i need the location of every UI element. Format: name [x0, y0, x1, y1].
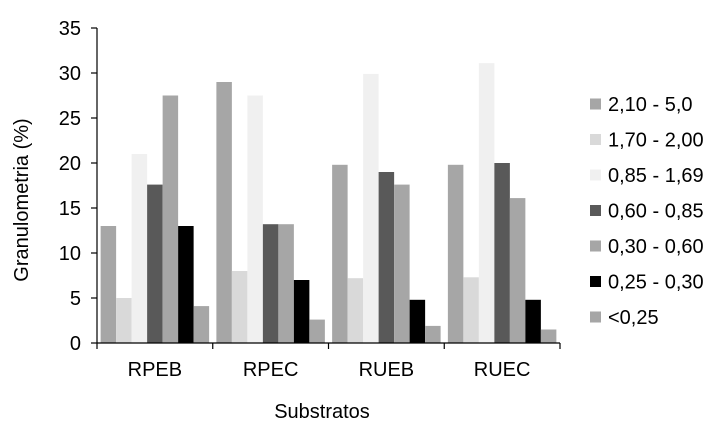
y-tick-label: 20 — [59, 153, 81, 175]
bar — [463, 277, 479, 343]
legend-label: 1,70 - 2,00 — [608, 130, 704, 152]
bars — [100, 63, 557, 344]
bar — [262, 224, 279, 343]
bar — [478, 63, 495, 343]
bar — [131, 154, 148, 343]
legend-swatch — [590, 311, 601, 323]
legend-swatch — [590, 205, 601, 216]
bar — [216, 82, 232, 343]
bar — [231, 271, 248, 343]
bar — [147, 184, 163, 343]
bar — [332, 164, 348, 343]
bar — [116, 298, 132, 343]
bar — [293, 280, 310, 343]
legend-swatch — [590, 98, 601, 110]
bar — [178, 226, 194, 343]
bar — [409, 299, 426, 343]
bar — [425, 325, 441, 343]
bar — [363, 73, 379, 344]
bar — [494, 163, 510, 343]
y-tick-label: 10 — [59, 243, 81, 265]
bar — [100, 226, 117, 343]
bar — [193, 306, 210, 343]
bar — [309, 319, 325, 343]
y-tick-label: 0 — [70, 333, 81, 355]
x-tick-label: RPEB — [128, 359, 182, 381]
bar — [278, 224, 294, 343]
legend-label: 2,10 - 5,0 — [608, 94, 693, 116]
x-tick-label: RPEC — [243, 359, 299, 381]
bar — [347, 278, 364, 343]
x-tick-label: RUEB — [359, 359, 415, 381]
bar — [162, 95, 179, 343]
x-axis-ticks: RPEB RPEC RUEB RUEC — [96, 343, 561, 381]
bar — [378, 172, 395, 343]
y-tick-label: 35 — [59, 18, 81, 40]
legend-label: 0,85 - 1,69 — [608, 165, 704, 187]
legend-label: 0,30 - 0,60 — [608, 236, 704, 258]
legend-label: 0,25 - 0,30 — [608, 272, 704, 294]
y-axis-ticks: 0 5 10 15 20 25 30 35 — [59, 18, 97, 355]
legend-swatch — [590, 134, 601, 145]
bar — [247, 95, 263, 343]
legend-swatch — [590, 276, 601, 287]
y-tick-label: 25 — [59, 108, 81, 130]
bar — [525, 299, 541, 343]
legend-label: 0,60 - 0,85 — [608, 201, 704, 223]
bar — [509, 198, 526, 343]
y-axis-title: Granulometria (%) — [11, 118, 33, 281]
legend-swatch — [590, 240, 601, 252]
bar — [447, 164, 464, 343]
y-tick-label: 30 — [59, 63, 81, 85]
legend-swatch — [590, 169, 601, 181]
x-tick-label: RUEC — [474, 359, 531, 381]
bar — [540, 329, 557, 343]
legend: 2,10 - 5,0 1,70 - 2,00 0,85 - 1,69 0,60 - 0… — [590, 94, 704, 329]
bar — [394, 184, 410, 343]
y-tick-label: 5 — [70, 288, 81, 310]
y-tick-label: 15 — [59, 198, 81, 220]
legend-label: <0,25 — [608, 307, 659, 329]
x-axis-title: Substratos — [274, 401, 370, 423]
